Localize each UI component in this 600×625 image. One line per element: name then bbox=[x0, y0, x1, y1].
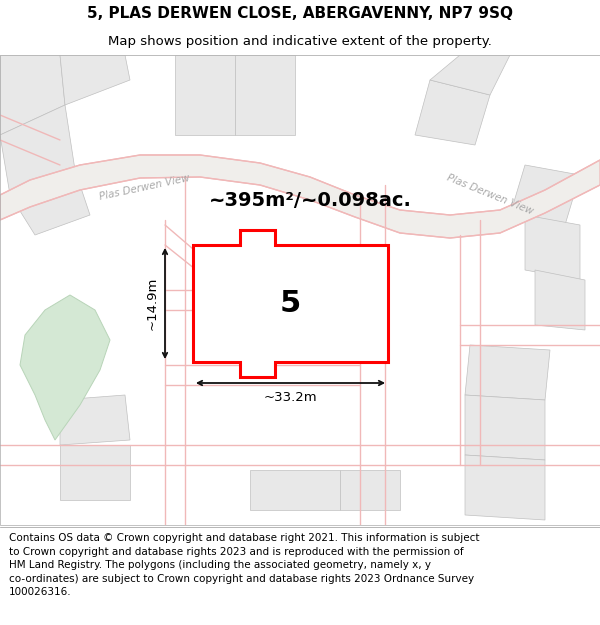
Polygon shape bbox=[60, 445, 130, 500]
Text: Plas Derwen View: Plas Derwen View bbox=[445, 173, 535, 217]
Polygon shape bbox=[60, 55, 130, 105]
Polygon shape bbox=[10, 170, 90, 235]
Polygon shape bbox=[175, 55, 235, 135]
Polygon shape bbox=[340, 470, 400, 510]
Polygon shape bbox=[60, 395, 130, 445]
Text: Plas Derwen View: Plas Derwen View bbox=[99, 173, 191, 201]
Text: ~395m²/~0.098ac.: ~395m²/~0.098ac. bbox=[209, 191, 412, 210]
Polygon shape bbox=[465, 345, 550, 400]
Polygon shape bbox=[535, 270, 585, 330]
Text: Map shows position and indicative extent of the property.: Map shows position and indicative extent… bbox=[108, 35, 492, 48]
Polygon shape bbox=[465, 395, 545, 460]
Polygon shape bbox=[250, 470, 340, 510]
Polygon shape bbox=[20, 295, 110, 440]
Polygon shape bbox=[465, 455, 545, 520]
Text: 5: 5 bbox=[280, 289, 301, 318]
Polygon shape bbox=[510, 165, 580, 225]
Polygon shape bbox=[0, 105, 75, 195]
Polygon shape bbox=[0, 55, 65, 135]
Polygon shape bbox=[193, 230, 388, 377]
Text: ~14.9m: ~14.9m bbox=[146, 277, 159, 330]
Text: ~33.2m: ~33.2m bbox=[263, 391, 317, 404]
Polygon shape bbox=[430, 55, 510, 95]
Text: Contains OS data © Crown copyright and database right 2021. This information is : Contains OS data © Crown copyright and d… bbox=[9, 533, 479, 598]
Polygon shape bbox=[525, 215, 580, 280]
Polygon shape bbox=[235, 55, 295, 135]
Polygon shape bbox=[415, 80, 490, 145]
Polygon shape bbox=[0, 155, 600, 238]
Text: 5, PLAS DERWEN CLOSE, ABERGAVENNY, NP7 9SQ: 5, PLAS DERWEN CLOSE, ABERGAVENNY, NP7 9… bbox=[87, 6, 513, 21]
